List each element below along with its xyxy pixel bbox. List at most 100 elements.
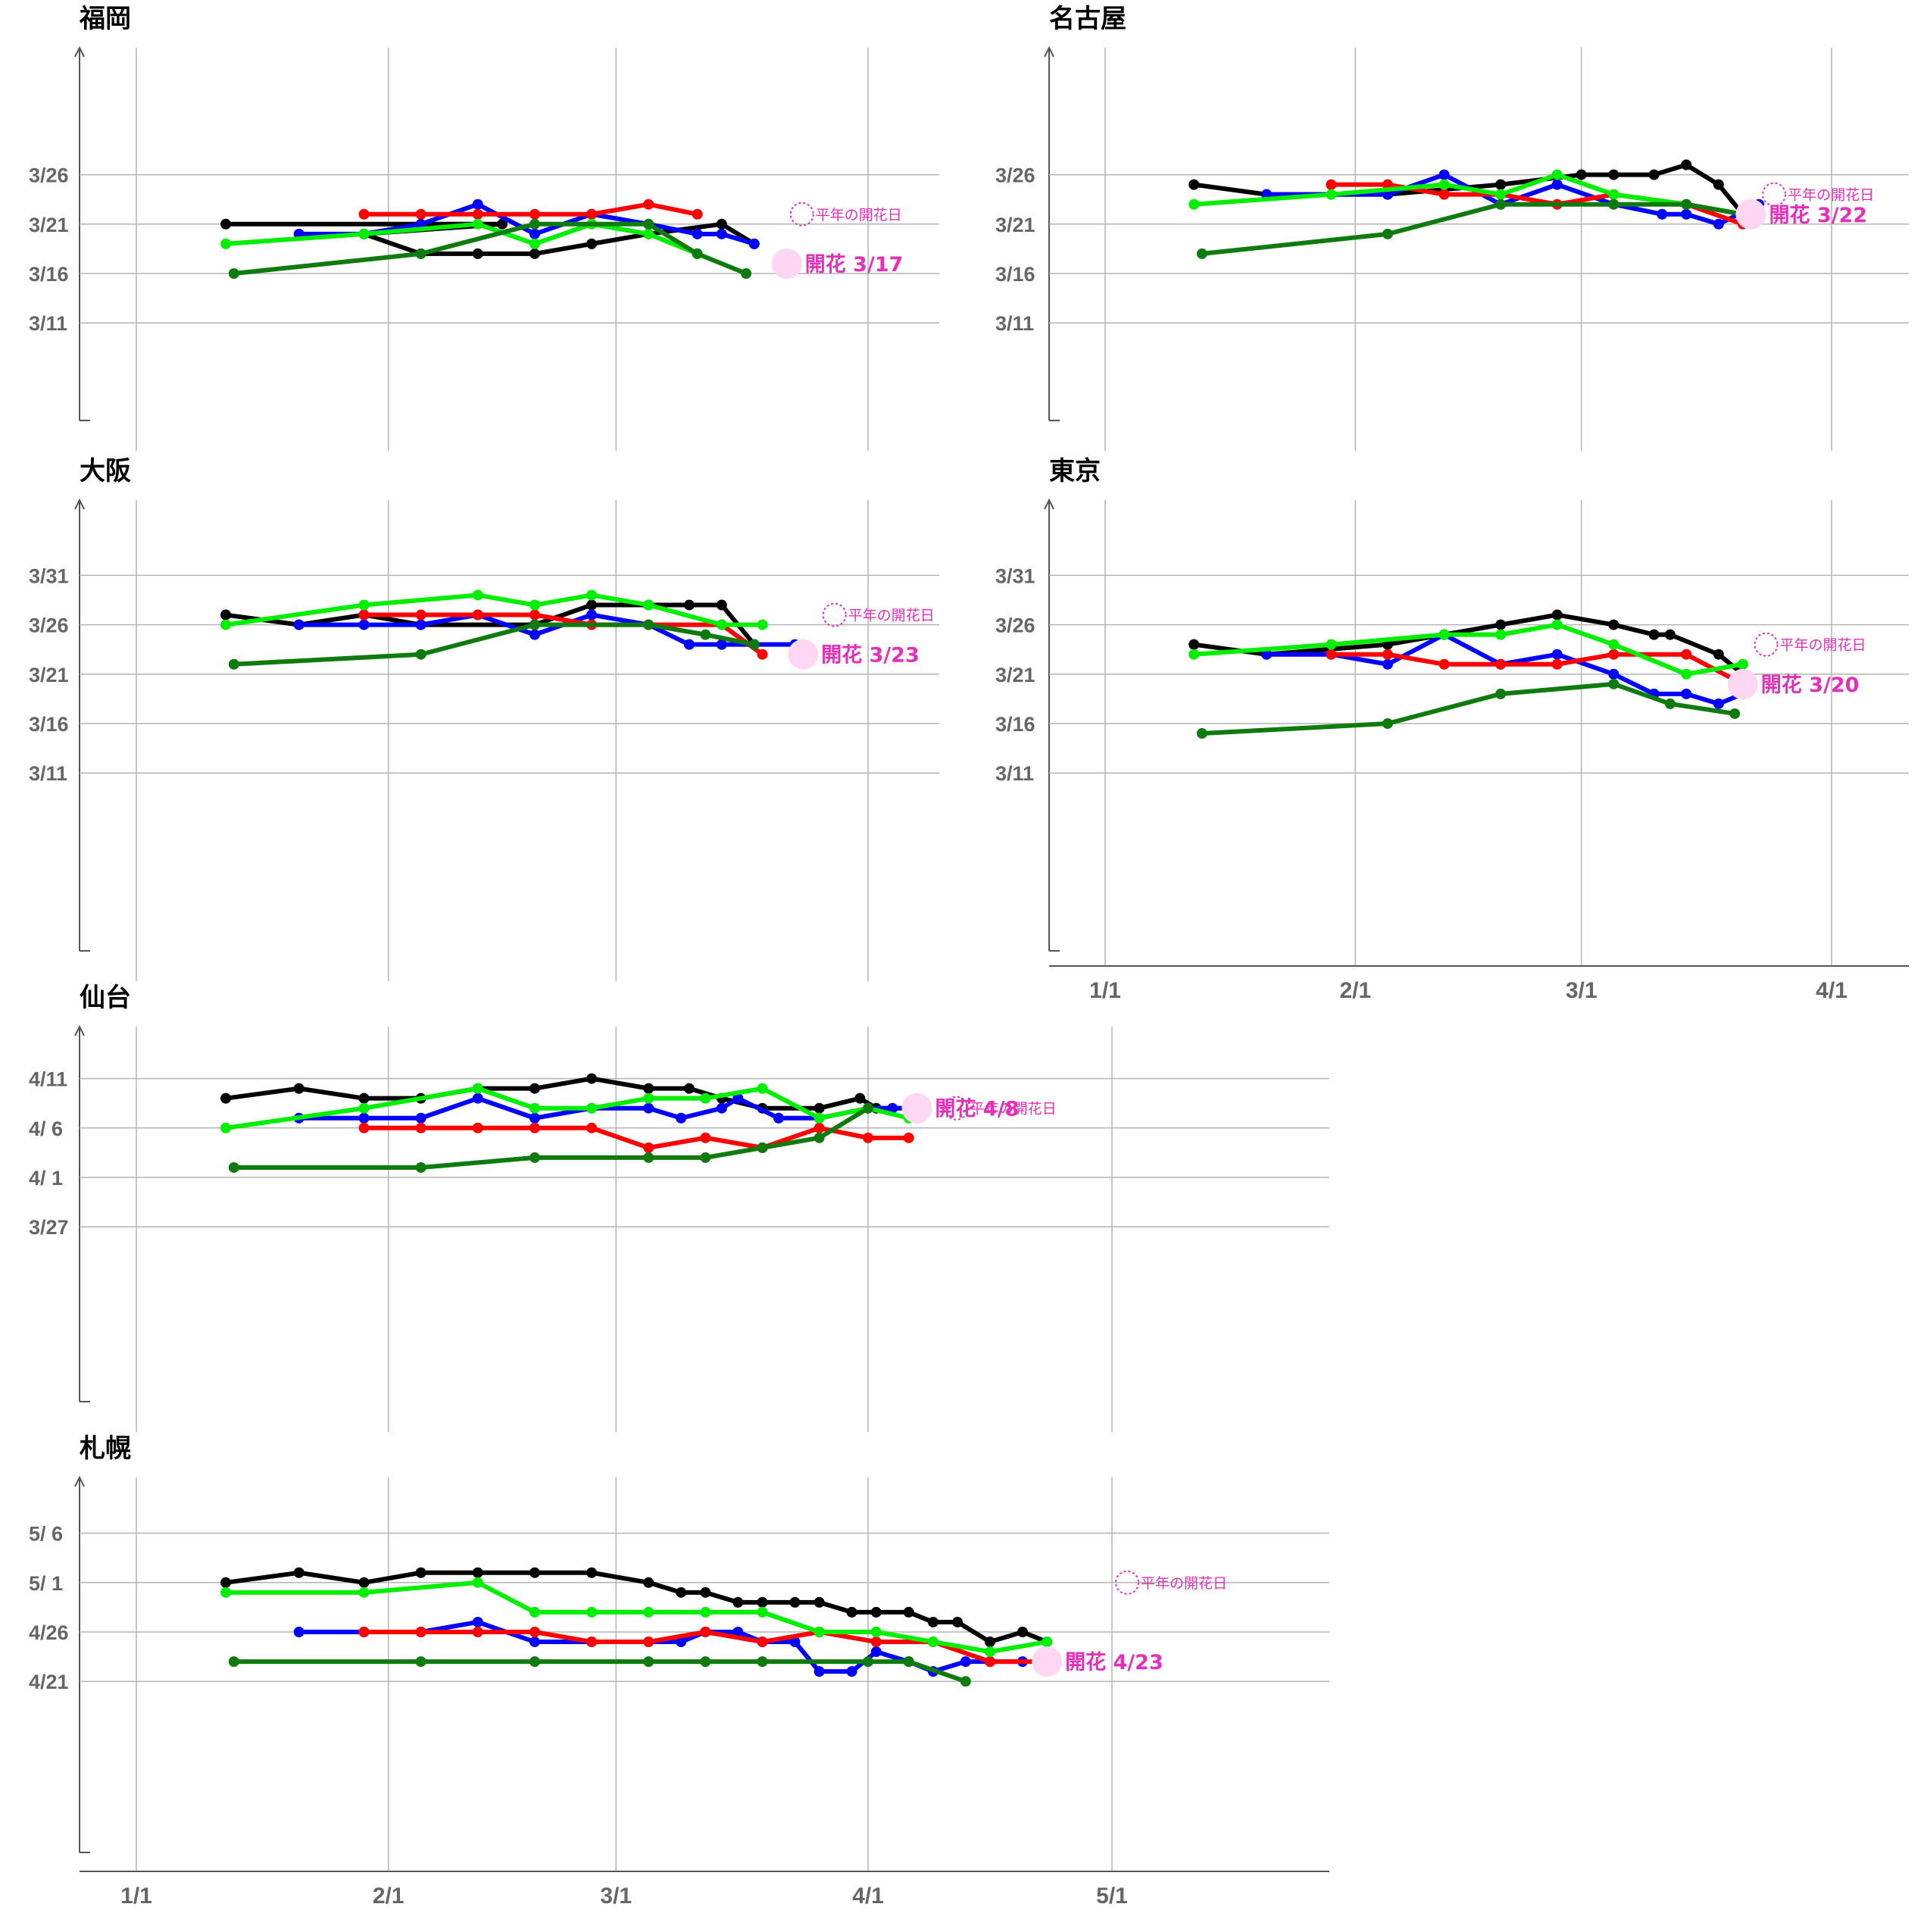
data-point bbox=[358, 1577, 370, 1588]
y-axis-arrow bbox=[1044, 45, 1054, 58]
data-point bbox=[960, 1656, 971, 1668]
data-point bbox=[1495, 179, 1507, 190]
series-line bbox=[1267, 172, 1760, 227]
data-point bbox=[1551, 619, 1563, 630]
data-point bbox=[1664, 629, 1676, 640]
y-axis-arrow bbox=[74, 45, 85, 58]
data-point bbox=[1188, 199, 1200, 210]
data-point bbox=[529, 1606, 540, 1618]
data-point bbox=[1438, 658, 1450, 670]
actual-bloom-marker bbox=[1032, 1646, 1063, 1677]
y-tick-label: 3/26 bbox=[29, 614, 69, 637]
data-point bbox=[293, 619, 305, 630]
data-point bbox=[846, 1606, 857, 1618]
data-point bbox=[472, 248, 483, 259]
data-point bbox=[529, 238, 540, 249]
data-point bbox=[741, 268, 751, 279]
data-point bbox=[952, 1616, 964, 1627]
y-tick-label: 3/21 bbox=[29, 664, 69, 686]
data-point bbox=[529, 218, 540, 230]
actual-bloom-label: 開花 4/23 bbox=[1065, 1651, 1163, 1674]
data-point bbox=[529, 1122, 540, 1133]
data-point bbox=[716, 1102, 727, 1114]
data-point bbox=[358, 1122, 370, 1133]
data-point bbox=[220, 609, 232, 621]
data-point bbox=[1495, 619, 1507, 630]
data-point bbox=[814, 1112, 825, 1124]
data-point bbox=[415, 1161, 426, 1173]
data-point bbox=[472, 1122, 483, 1133]
data-point bbox=[927, 1616, 939, 1627]
series-line bbox=[233, 1106, 870, 1170]
actual-bloom-marker bbox=[771, 248, 802, 279]
data-point bbox=[643, 218, 654, 230]
data-point bbox=[415, 1122, 426, 1133]
data-point bbox=[529, 629, 540, 640]
data-point bbox=[1551, 649, 1563, 660]
data-point bbox=[1608, 169, 1619, 180]
y-tick-label: 4/21 bbox=[29, 1671, 69, 1693]
data-point bbox=[870, 1646, 882, 1658]
data-point bbox=[497, 218, 508, 230]
y-tick-label: 3/21 bbox=[995, 664, 1035, 686]
series-line bbox=[1331, 652, 1744, 686]
data-point bbox=[1188, 639, 1200, 650]
data-point bbox=[415, 619, 426, 630]
data-point bbox=[692, 228, 703, 239]
normal-bloom-marker bbox=[789, 202, 814, 227]
data-point bbox=[757, 1606, 768, 1618]
panel-title: 名古屋 bbox=[1049, 4, 1126, 34]
y-tick-label: 5/ 1 bbox=[29, 1572, 63, 1595]
data-point bbox=[529, 1152, 540, 1163]
data-point bbox=[1382, 649, 1393, 660]
data-point bbox=[1681, 208, 1692, 220]
data-point bbox=[472, 1093, 483, 1104]
y-axis-arrow bbox=[74, 1024, 85, 1036]
data-point bbox=[748, 238, 760, 249]
normal-bloom-marker bbox=[822, 602, 847, 627]
y-tick-label: 3/16 bbox=[995, 713, 1035, 736]
panel-title: 大阪 bbox=[80, 456, 131, 486]
data-point bbox=[683, 1083, 695, 1094]
series-red bbox=[358, 609, 768, 660]
y-tick-label: 3/11 bbox=[29, 312, 67, 335]
y-axis-arrow bbox=[1044, 498, 1054, 510]
data-point bbox=[1326, 649, 1337, 660]
actual-bloom-label: 開花 3/20 bbox=[1761, 674, 1860, 697]
series-red bbox=[358, 1122, 914, 1153]
data-point bbox=[293, 1567, 305, 1578]
y-tick-label: 4/ 1 bbox=[29, 1167, 63, 1190]
y-tick-label: 5/ 6 bbox=[29, 1523, 63, 1546]
y-axis-arrow bbox=[74, 1475, 85, 1487]
data-point bbox=[676, 1587, 687, 1598]
data-point bbox=[814, 1596, 825, 1608]
data-point bbox=[757, 619, 768, 630]
series-darkgreen bbox=[228, 619, 760, 670]
data-point bbox=[586, 589, 598, 601]
data-point bbox=[529, 609, 540, 621]
data-point bbox=[472, 208, 483, 220]
data-point bbox=[1382, 658, 1393, 670]
data-point bbox=[1713, 179, 1724, 190]
data-point bbox=[814, 1627, 825, 1637]
data-point bbox=[358, 1112, 370, 1124]
data-point bbox=[358, 1587, 370, 1598]
data-point bbox=[529, 1102, 540, 1114]
data-point bbox=[529, 1567, 540, 1578]
data-point bbox=[228, 1656, 239, 1668]
data-point bbox=[1495, 199, 1507, 210]
data-point bbox=[757, 1596, 768, 1608]
data-point bbox=[586, 1073, 598, 1084]
data-point bbox=[960, 1676, 971, 1687]
data-point bbox=[643, 1152, 654, 1163]
y-tick-label: 3/26 bbox=[29, 164, 69, 187]
data-point bbox=[1551, 609, 1563, 621]
data-point bbox=[1382, 718, 1393, 729]
data-point bbox=[529, 1637, 540, 1648]
data-point bbox=[472, 589, 483, 601]
y-tick-label: 3/26 bbox=[995, 614, 1035, 637]
data-point bbox=[586, 208, 598, 220]
normal-bloom-marker bbox=[1115, 1570, 1139, 1595]
